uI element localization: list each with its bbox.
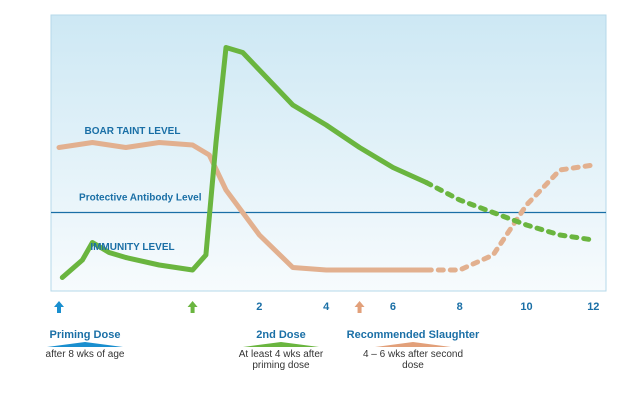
dose-arrow-icon — [187, 301, 198, 313]
boar-taint-level-label: BOAR TAINT LEVEL — [85, 126, 181, 137]
dose-marker: 2nd Dose At least 4 wks after priming dos… — [206, 329, 356, 371]
x-tick-label: 12 — [587, 301, 599, 313]
x-tick-label: 6 — [390, 301, 396, 313]
dose-arrow-icon — [54, 301, 64, 313]
protective-antibody-label: Protective Antibody Level — [79, 193, 202, 204]
dose-marker-underline — [47, 342, 123, 347]
dose-marker-note: 4 – 6 wks after second dose — [362, 349, 464, 371]
dose-marker: Priming Dose after 8 wks of age — [10, 329, 160, 360]
dose-marker-underline — [375, 342, 451, 347]
immunity-level-curve — [59, 45, 429, 280]
plot-area — [50, 14, 607, 292]
dose-marker-title: Priming Dose — [49, 329, 121, 341]
immunity-level-label: IMMUNITY LEVEL — [90, 242, 174, 253]
dose-marker-title: 2nd Dose — [256, 329, 306, 341]
dose-marker: Recommended Slaughter 4 – 6 wks after sec… — [338, 329, 488, 371]
boar-taint-level-projection — [423, 162, 596, 273]
boar-taint-level-curve — [56, 140, 429, 273]
x-tick-label: 10 — [520, 301, 532, 313]
x-tick-label: 4 — [323, 301, 330, 313]
x-tick-label: 2 — [256, 301, 262, 313]
dose-marker-title: Recommended Slaughter — [346, 329, 480, 341]
x-tick-label: 8 — [457, 301, 463, 313]
dose-arrow-icon — [354, 301, 365, 313]
dose-marker-note: after 8 wks of age — [45, 349, 125, 360]
dose-marker-underline — [243, 342, 319, 347]
immunity-level-projection — [423, 180, 596, 243]
dose-marker-note: At least 4 wks after priming dose — [238, 349, 324, 371]
